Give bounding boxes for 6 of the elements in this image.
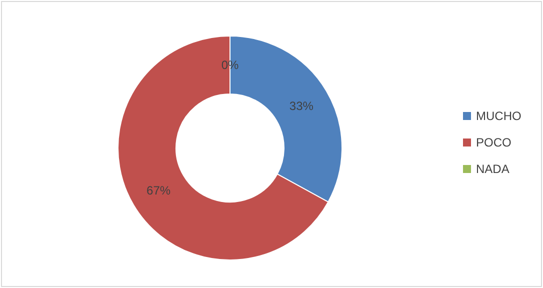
data-label: 33%	[289, 98, 314, 113]
text: 0%	[221, 58, 239, 72]
legend-label: POCO	[476, 136, 512, 150]
legend-label: NADA	[476, 162, 510, 176]
legend-label: MUCHO	[476, 109, 522, 123]
data-label: 67%	[146, 183, 171, 198]
